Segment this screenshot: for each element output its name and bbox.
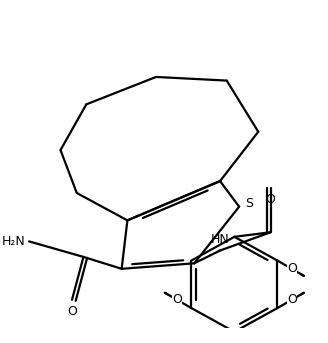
Text: H₂N: H₂N [2,235,26,248]
Text: O: O [172,293,182,306]
Text: O: O [67,305,77,318]
Text: O: O [266,193,276,206]
Text: S: S [245,197,254,210]
Text: O: O [287,262,297,275]
Text: HN: HN [211,233,229,246]
Text: O: O [287,293,297,306]
